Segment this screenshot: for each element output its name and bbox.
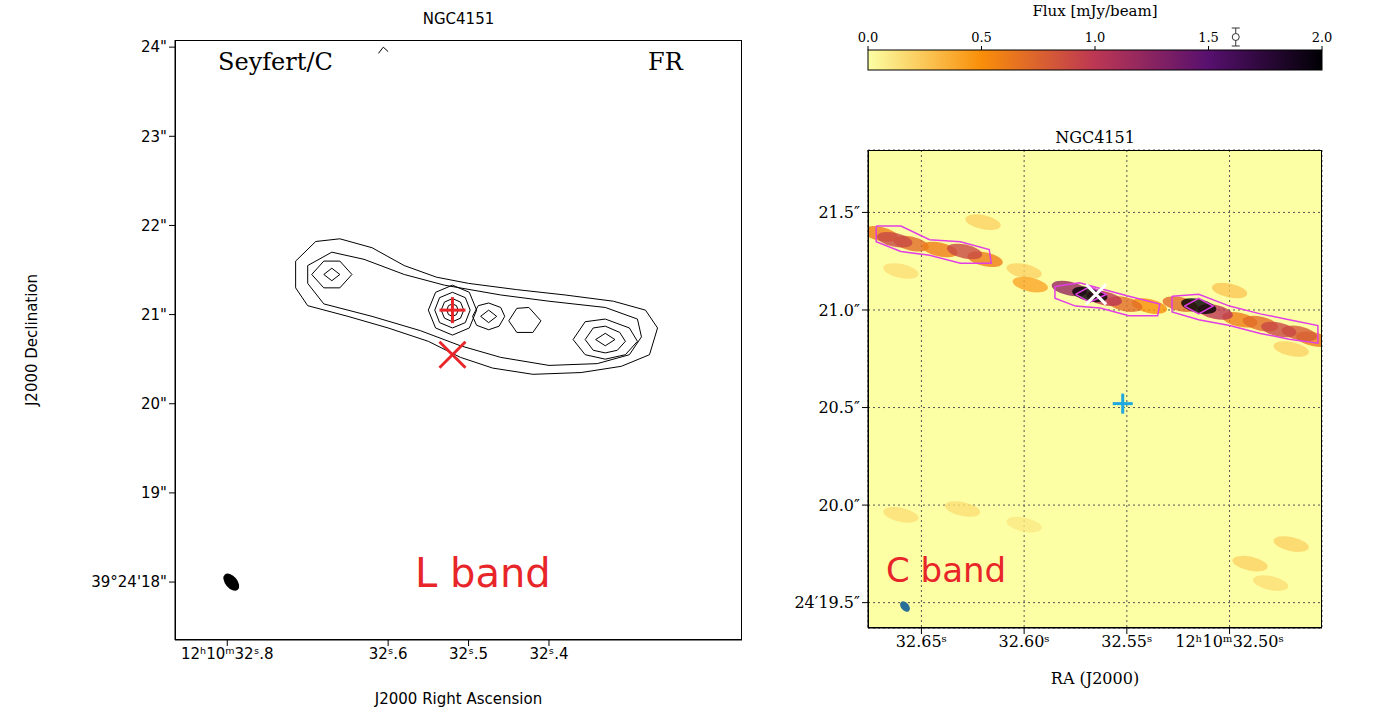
svg-text:32.60ˢ: 32.60ˢ: [999, 632, 1050, 651]
svg-text:1.0: 1.0: [1085, 30, 1106, 45]
html-text:FR: FR: [648, 48, 683, 76]
svg-text:21.5″: 21.5″: [818, 203, 860, 222]
svg-text:32.55ˢ: 32.55ˢ: [1101, 632, 1152, 651]
svg-text:RA (J2000): RA (J2000): [1051, 669, 1139, 688]
svg-text:24": 24": [141, 38, 167, 56]
svg-text:0.5: 0.5: [971, 30, 992, 45]
html-text:NGC4151: NGC4151: [422, 10, 495, 28]
svg-text:0.0: 0.0: [858, 30, 879, 45]
svg-text:12ʰ10ᵐ32ˢ.8: 12ʰ10ᵐ32ˢ.8: [181, 645, 274, 663]
html-text:NGC4151: NGC4151: [1055, 128, 1135, 147]
svg-text:32ˢ.5: 32ˢ.5: [449, 645, 488, 663]
svg-text:39°24'18": 39°24'18": [91, 573, 167, 591]
svg-text:19": 19": [141, 484, 167, 502]
svg-text:24′19.5″: 24′19.5″: [794, 593, 860, 612]
svg-text:J2000 Declination: J2000 Declination: [23, 274, 41, 407]
svg-text:32ˢ.6: 32ˢ.6: [369, 645, 408, 663]
svg-text:21.0″: 21.0″: [818, 301, 860, 320]
svg-text:32.65ˢ: 32.65ˢ: [896, 632, 947, 651]
svg-text:20.5″: 20.5″: [818, 398, 860, 417]
svg-text:23": 23": [141, 128, 167, 146]
svg-text:2.0: 2.0: [1312, 30, 1333, 45]
svg-text:32ˢ.4: 32ˢ.4: [529, 645, 568, 663]
html-text:Flux [mJy/beam]: Flux [mJy/beam]: [1032, 2, 1158, 20]
svg-text:12ʰ10ᵐ32.50ˢ: 12ʰ10ᵐ32.50ˢ: [1175, 632, 1284, 651]
svg-text:20.0″: 20.0″: [818, 496, 860, 515]
svg-text:J2000 Right Ascension: J2000 Right Ascension: [374, 690, 542, 708]
svg-text:1.5: 1.5: [1198, 30, 1219, 45]
html-text:Seyfert/C: Seyfert/C: [218, 48, 333, 76]
html-text:L band: L band: [415, 550, 551, 596]
svg-text:20": 20": [141, 395, 167, 413]
svg-text:21": 21": [141, 306, 167, 324]
html-text:C band: C band: [886, 550, 1007, 590]
svg-text:22": 22": [141, 217, 167, 235]
